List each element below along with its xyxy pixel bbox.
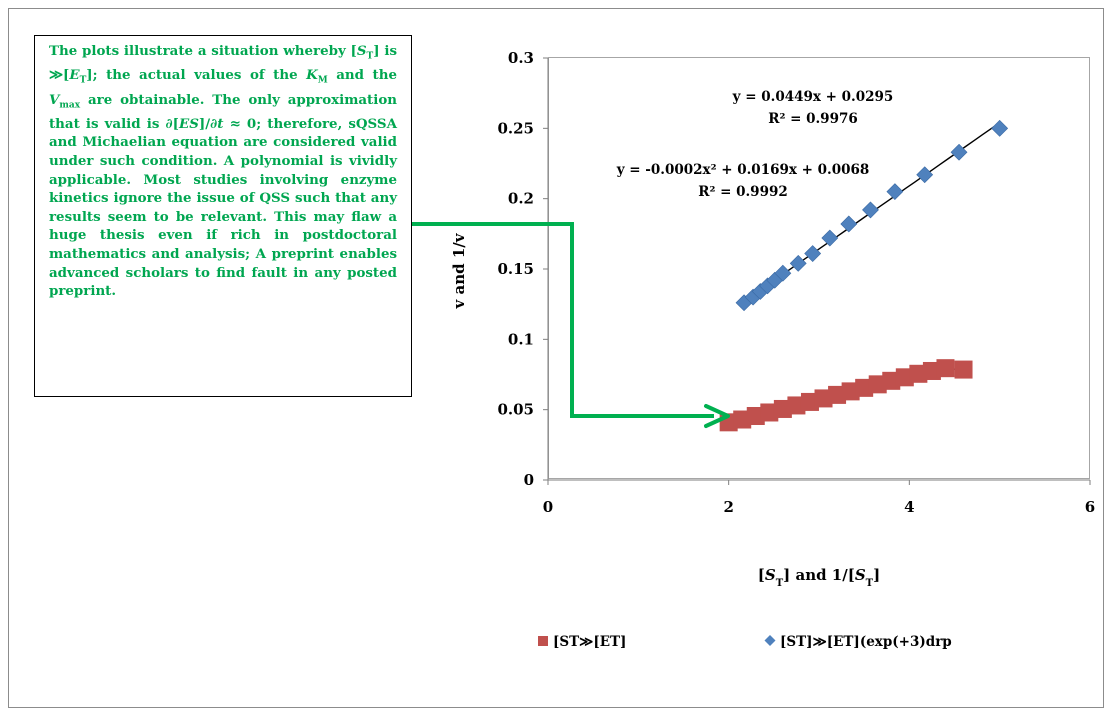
y-tick-label: 0.1	[508, 330, 534, 348]
red-data-point	[882, 371, 901, 390]
red-data-point	[868, 375, 887, 394]
blue-data-point	[886, 183, 904, 201]
x-tick-label: 0	[543, 498, 553, 516]
red-data-point	[733, 410, 752, 429]
blue-data-point	[804, 245, 822, 262]
y-axis-title: v and 1/v	[450, 232, 468, 309]
arrow-connector	[412, 222, 714, 418]
y-tick-label: 0.15	[497, 260, 534, 278]
red-data-point	[814, 389, 833, 408]
x-tick-label: 4	[904, 498, 914, 516]
blue-data-point	[840, 215, 858, 233]
blue-data-point	[950, 143, 968, 161]
red-trendline-r2: R² = 0.9992	[698, 184, 788, 200]
blue-data-point	[916, 166, 934, 184]
legend-marker-blue	[764, 635, 776, 646]
annotation-text: The plots illustrate a situation whereby…	[49, 43, 397, 300]
x-tick-label: 2	[723, 498, 733, 516]
axes: 0 0.05 0.1 0.15 0.2 0.25 0.3 0 2 4 6	[497, 49, 1095, 516]
blue-trendline-equation: y = 0.0449x + 0.0295	[732, 89, 894, 105]
data-marks	[719, 119, 1009, 432]
legend-label-blue: [ST]≫[ET](exp(+3)drp	[780, 634, 952, 650]
red-data-point	[855, 378, 874, 397]
red-data-point	[936, 359, 955, 378]
y-tick-label: 0.3	[508, 49, 534, 67]
red-data-point	[909, 364, 928, 383]
annotation-arrow	[412, 222, 730, 428]
blue-trendline-r2: R² = 0.9976	[768, 111, 858, 127]
red-data-point	[841, 382, 860, 401]
red-data-point	[954, 360, 973, 379]
blue-data-point	[789, 254, 807, 272]
red-data-point	[773, 399, 792, 418]
arrow-head-icon	[704, 404, 730, 428]
y-tick-label: 0	[524, 471, 534, 489]
blue-data-point	[821, 229, 839, 247]
x-tick-label: 6	[1085, 498, 1095, 516]
red-data-point	[787, 396, 806, 415]
legend-marker-red	[538, 636, 548, 646]
blue-data-point	[774, 264, 792, 282]
red-data-point	[760, 403, 779, 422]
blue-data-point	[991, 119, 1009, 137]
red-data-point	[800, 392, 819, 411]
chart-labels: v and 1/v [ST] and 1/[ST] y = 0.0449x + …	[450, 89, 893, 589]
legend: [ST≫[ET] [ST]≫[ET](exp(+3)drp	[538, 634, 952, 650]
red-data-point	[746, 406, 765, 425]
blue-data-point	[862, 201, 879, 219]
red-data-point	[828, 385, 847, 404]
red-trendline-equation: y = -0.0002x² + 0.0169x + 0.0068	[616, 162, 870, 178]
red-data-point	[895, 368, 914, 387]
y-tick-label: 0.05	[497, 401, 534, 419]
y-tick-label: 0.25	[497, 119, 534, 137]
y-tick-label: 0.2	[508, 190, 534, 208]
legend-label-red: [ST≫[ET]	[553, 634, 626, 650]
red-data-point	[922, 361, 941, 380]
x-axis-title: [ST] and 1/[ST]	[758, 566, 880, 589]
annotation-box: The plots illustrate a situation whereby…	[34, 35, 412, 397]
